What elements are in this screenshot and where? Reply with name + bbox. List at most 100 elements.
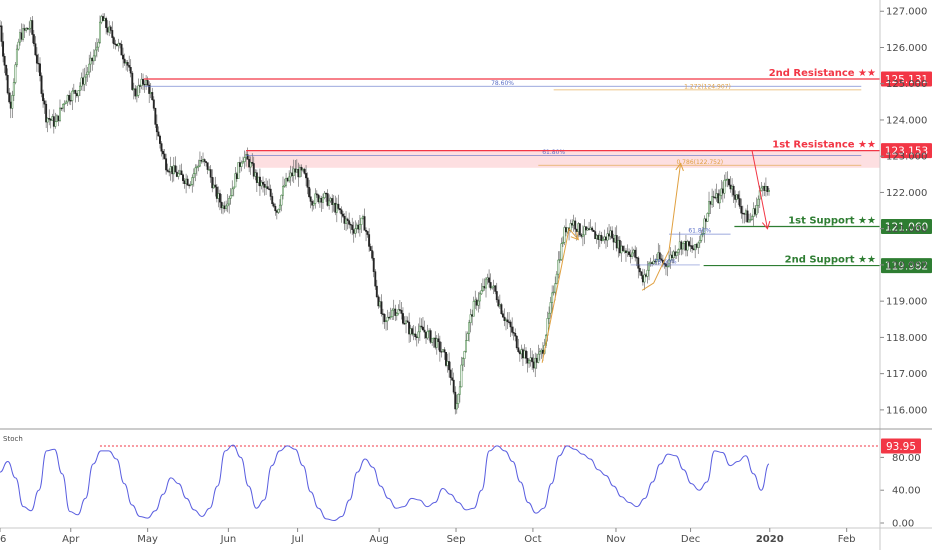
candle-body [474, 299, 477, 302]
candle-body [189, 184, 192, 186]
candle-body [185, 178, 188, 184]
candle-body [635, 257, 638, 259]
candle-body [723, 179, 726, 194]
candle-body [85, 74, 88, 78]
candle-body [737, 194, 740, 199]
candle-body [475, 299, 478, 306]
candle-body [532, 361, 535, 369]
candle-body [165, 158, 168, 171]
candle-body [351, 224, 354, 230]
candle-body [608, 233, 610, 237]
candle-body [186, 178, 189, 186]
candle-body [198, 160, 201, 167]
candle-body [575, 228, 578, 232]
candle-body [237, 162, 240, 179]
candle-body [71, 90, 74, 101]
candle-body [698, 240, 701, 244]
candle-body [511, 326, 514, 333]
candle-body [19, 32, 21, 43]
candle-body [295, 168, 298, 173]
candle-body [411, 328, 414, 335]
candle-body [62, 103, 65, 109]
candle-body [406, 320, 409, 323]
candle-body [272, 203, 275, 207]
candle-body [623, 250, 626, 252]
candle-body [372, 257, 375, 272]
candle-body [9, 101, 12, 109]
candle-body [586, 228, 589, 231]
candle-body [22, 28, 25, 40]
candle-body [425, 331, 427, 339]
candle-body [531, 357, 534, 363]
candle-body [120, 44, 123, 56]
projection-arrows [541, 150, 771, 363]
candle-body [169, 166, 172, 173]
candle-body [415, 336, 418, 338]
candle-body [646, 269, 649, 277]
candle-body [152, 99, 155, 109]
candle-body [59, 107, 61, 121]
candle-body [337, 203, 340, 209]
candle-body [105, 18, 108, 28]
candle-body [331, 198, 334, 205]
candle-body [112, 37, 115, 45]
candle-body [288, 176, 291, 182]
candle-body [521, 349, 524, 359]
candle-body [491, 286, 494, 289]
price-tick-label: 118.000 [886, 333, 927, 344]
candle-body [472, 301, 475, 317]
candle-body [500, 304, 503, 314]
candle-body [225, 205, 228, 210]
candle-body [400, 310, 403, 314]
candle-body [571, 223, 574, 226]
candle-body [378, 301, 381, 307]
candle-body [589, 227, 592, 230]
candle-body [97, 42, 100, 48]
candle-body [283, 184, 286, 187]
candle-body [686, 241, 689, 251]
candle-body [483, 286, 486, 289]
candle-body [691, 245, 694, 249]
candle-body [111, 30, 114, 38]
candle-body [621, 245, 624, 252]
candle-body [217, 193, 220, 199]
candle-body [174, 165, 177, 173]
candle-body [255, 172, 258, 183]
candle-body [5, 64, 8, 76]
candle-body [751, 216, 754, 220]
candle-body [600, 235, 603, 241]
candle-body [506, 319, 509, 323]
candle-body [292, 168, 295, 176]
candle-body [328, 200, 331, 206]
candle-body [674, 251, 677, 256]
candle-body [528, 360, 531, 364]
candle-body [466, 333, 469, 341]
candle-body [683, 241, 686, 244]
candle-body [249, 162, 252, 168]
support-resistance-levels: 2nd Resistance ★★ 125.131 1st Resistance ★… [143, 68, 932, 274]
candle-body [275, 210, 278, 213]
candle-body [744, 210, 747, 215]
candle-body [434, 337, 437, 348]
candle-body [31, 20, 34, 35]
candle-body [429, 330, 432, 343]
candle-body [315, 193, 318, 196]
fib-label: 78.60% [491, 80, 514, 87]
candle-body [704, 218, 707, 222]
candle-body [168, 171, 171, 173]
candle-body [612, 237, 615, 243]
candle-body [334, 202, 337, 213]
candle-body [208, 169, 211, 171]
candle-body [146, 80, 149, 86]
candle-body [15, 48, 18, 66]
candle-body [172, 165, 175, 175]
candle-body [405, 320, 407, 324]
candle-body [375, 285, 378, 297]
candle-body [305, 173, 308, 179]
candle-body [508, 321, 511, 323]
candle-body [117, 43, 120, 47]
candle-body [35, 54, 38, 64]
candle-body [395, 313, 398, 316]
